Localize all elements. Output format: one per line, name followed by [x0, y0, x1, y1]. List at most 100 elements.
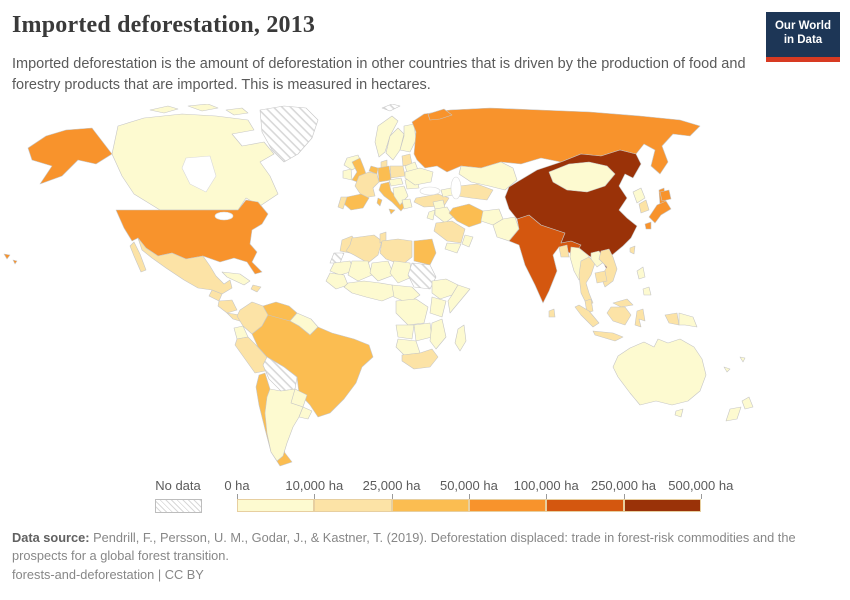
country-indonesia-kalimantan[interactable] [606, 306, 632, 326]
country-south-korea[interactable] [638, 199, 650, 214]
hudson-bay [181, 155, 217, 193]
legend-bin-2[interactable] [391, 499, 469, 512]
legend-bin-0[interactable] [237, 499, 315, 512]
country-western-sahara[interactable] [329, 252, 345, 264]
legend-bin-5[interactable] [623, 499, 701, 512]
legend-bin-3[interactable] [468, 499, 547, 512]
country-madagascar[interactable] [454, 324, 467, 352]
country-bangladesh[interactable] [558, 244, 570, 258]
legend-no-data-swatch[interactable] [155, 499, 202, 513]
country-japan-kyushu[interactable] [644, 221, 652, 230]
country-uruguay[interactable] [298, 406, 313, 420]
country-kazakhstan[interactable] [458, 161, 518, 191]
country-usa-hawaii2[interactable] [12, 259, 18, 265]
country-angola[interactable] [395, 324, 415, 340]
country-australia-tasmania[interactable] [674, 408, 684, 418]
country-new-zealand-north[interactable] [741, 396, 754, 410]
country-australia[interactable] [612, 338, 707, 406]
country-south-africa[interactable] [401, 348, 439, 370]
country-honduras-nicaragua[interactable] [217, 299, 238, 314]
country-indonesia-papua[interactable] [664, 312, 680, 326]
country-algeria[interactable] [345, 234, 383, 264]
owid-logo[interactable]: Our World in Data [766, 12, 840, 62]
world-choropleth-map [3, 104, 754, 467]
country-italy-sicily[interactable] [388, 208, 396, 215]
footer-note[interactable]: forests-and-deforestation | CC BY [12, 567, 204, 582]
country-mauritania[interactable] [329, 260, 355, 276]
country-iran[interactable] [448, 203, 484, 228]
country-namibia-botswana[interactable] [395, 338, 421, 356]
country-saudi-arabia[interactable] [433, 220, 466, 244]
country-iraq[interactable] [434, 206, 454, 224]
country-svalbard[interactable] [381, 104, 401, 112]
country-drc[interactable] [395, 298, 429, 326]
country-poland[interactable] [389, 165, 406, 179]
country-philippines-mindanao[interactable] [642, 286, 652, 296]
country-greenland[interactable] [259, 105, 319, 163]
country-indonesia-sulawesi[interactable] [634, 308, 646, 328]
country-mali[interactable] [347, 260, 373, 282]
country-uzbekistan-turkmenistan[interactable] [456, 183, 494, 201]
country-greece[interactable] [401, 198, 413, 210]
legend-bin-4[interactable] [546, 499, 624, 512]
country-somalia[interactable] [447, 284, 471, 314]
country-egypt[interactable] [413, 238, 437, 266]
country-hispaniola[interactable] [250, 284, 262, 293]
country-fiji[interactable] [739, 356, 746, 363]
country-philippines-luzon[interactable] [636, 266, 646, 280]
country-thailand[interactable] [578, 256, 596, 306]
country-laos[interactable] [590, 250, 606, 268]
country-papua-new-guinea[interactable] [678, 312, 698, 328]
country-indonesia-java[interactable] [592, 330, 624, 342]
source-label: Data source: [12, 530, 90, 545]
country-russia-novaya-zemlya[interactable] [427, 108, 453, 121]
country-austria-czechia[interactable] [388, 177, 404, 187]
country-france[interactable] [354, 171, 380, 199]
country-new-zealand-south[interactable] [725, 406, 742, 422]
country-oman[interactable] [461, 234, 474, 248]
country-norway[interactable] [374, 115, 399, 158]
country-mongolia[interactable] [548, 161, 616, 193]
country-zambia-zimbabwe[interactable] [413, 322, 433, 342]
country-mozambique[interactable] [429, 318, 447, 350]
country-cuba[interactable] [221, 271, 251, 286]
country-malaysia-borneo[interactable] [612, 298, 634, 308]
country-ukraine[interactable] [404, 167, 434, 186]
country-canada-island1[interactable] [149, 105, 179, 114]
chart-subtitle: Imported deforestation is the amount of … [12, 56, 746, 94]
country-cambodia[interactable] [594, 270, 608, 284]
country-argentina[interactable] [264, 388, 304, 462]
country-west-africa[interactable] [343, 280, 397, 302]
country-italy[interactable] [378, 181, 406, 212]
country-japan-honshu[interactable] [648, 200, 672, 224]
country-sri-lanka[interactable] [548, 308, 556, 318]
country-yemen[interactable] [444, 242, 462, 254]
country-italy-sardinia[interactable] [376, 197, 383, 207]
country-ireland[interactable] [342, 168, 353, 181]
country-canada-island3[interactable] [225, 107, 249, 116]
country-mexico[interactable] [137, 237, 233, 295]
country-usa-alaska[interactable] [27, 127, 113, 185]
legend-tick-mark-2 [391, 494, 393, 499]
country-spain[interactable] [342, 193, 370, 211]
country-indonesia-sumatra[interactable] [574, 304, 600, 328]
country-japan-hokkaido[interactable] [659, 189, 672, 202]
country-niger[interactable] [369, 260, 395, 282]
country-senegal-guinea[interactable] [325, 272, 349, 290]
country-peru[interactable] [234, 336, 268, 374]
country-mexico-baja[interactable] [129, 241, 147, 273]
country-germany[interactable] [377, 165, 392, 183]
country-new-caledonia[interactable] [723, 366, 731, 373]
country-sudan[interactable] [407, 262, 437, 290]
legend-bin-1[interactable] [314, 499, 392, 512]
caspian-sea [450, 176, 462, 200]
country-north-korea[interactable] [632, 187, 646, 204]
country-kenya-tanzania[interactable] [429, 296, 447, 318]
country-canada-island2[interactable] [187, 104, 219, 112]
country-usa-hawaii[interactable] [3, 253, 11, 260]
country-chad[interactable] [389, 260, 413, 284]
country-libya[interactable] [379, 238, 413, 266]
country-jordan-israel[interactable] [426, 209, 436, 221]
country-taiwan[interactable] [629, 245, 636, 255]
country-portugal[interactable] [337, 196, 348, 210]
